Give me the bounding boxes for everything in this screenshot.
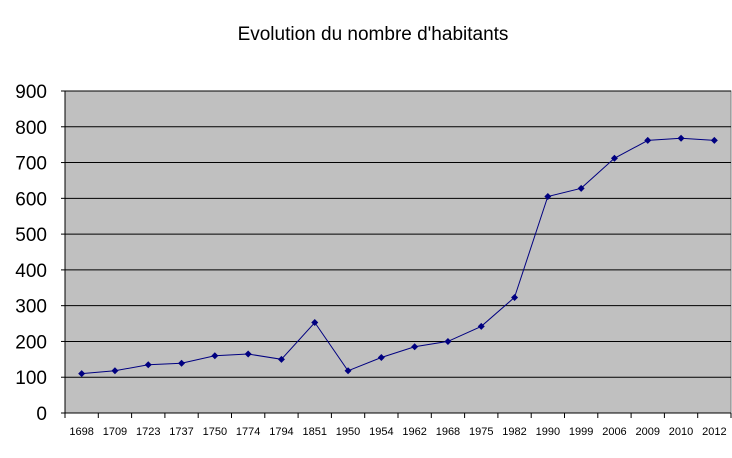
y-tick-label: 700 xyxy=(15,154,47,175)
x-tick-label: 1709 xyxy=(103,426,127,438)
y-axis-ticks: 0 100 200 300 400 500 600 700 800 900 xyxy=(15,82,65,425)
x-tick-label: 1982 xyxy=(502,426,526,438)
x-tick-label: 1851 xyxy=(303,426,327,438)
data-point-1999 xyxy=(577,184,585,192)
y-tick-label: 900 xyxy=(15,82,47,103)
x-tick-label: 1698 xyxy=(69,426,93,438)
x-tick-label: 2010 xyxy=(669,426,693,438)
x-tick-label: 2009 xyxy=(636,426,660,438)
data-point-1774 xyxy=(244,350,252,358)
data-point-1982 xyxy=(511,293,519,301)
y-tick-label: 100 xyxy=(15,368,47,389)
y-tick-label: 300 xyxy=(15,297,47,318)
data-point-1975 xyxy=(477,322,485,330)
x-tick-label: 1774 xyxy=(236,426,260,438)
y-tick-label: 500 xyxy=(15,225,47,246)
data-point-1794 xyxy=(277,355,285,363)
data-point-2009 xyxy=(644,136,652,144)
x-tick-label: 1999 xyxy=(569,426,593,438)
x-tick-label: 1962 xyxy=(402,426,426,438)
series-group xyxy=(78,134,718,378)
data-point-1723 xyxy=(144,361,152,369)
x-tick-label: 2012 xyxy=(702,426,726,438)
y-tick-label: 0 xyxy=(36,404,47,425)
x-axis-ticks: 1698 1709 1723 1737 1750 1774 1794 1851 1950 1954… xyxy=(64,413,732,438)
x-tick-label: 1975 xyxy=(469,426,493,438)
data-point-1851 xyxy=(311,318,319,326)
series-line xyxy=(81,137,715,375)
data-point-1954 xyxy=(377,354,385,362)
y-tick-label: 800 xyxy=(15,118,47,139)
data-point-1750 xyxy=(211,352,219,360)
data-point-1990 xyxy=(544,193,552,201)
data-point-1950 xyxy=(344,367,352,375)
y-tick-label: 600 xyxy=(15,189,47,210)
x-tick-label: 1950 xyxy=(336,426,360,438)
data-point-1709 xyxy=(111,367,119,375)
chart-title: Evolution du nombre d'habitants xyxy=(237,24,509,45)
x-tick-label: 2006 xyxy=(602,426,626,438)
x-tick-label: 1794 xyxy=(269,426,293,438)
data-point-1737 xyxy=(178,359,186,367)
x-tick-label: 1968 xyxy=(436,426,460,438)
data-point-1962 xyxy=(411,343,419,351)
x-tick-label: 1954 xyxy=(369,426,393,438)
plot-area xyxy=(64,90,732,414)
data-point-2012 xyxy=(710,136,718,144)
y-tick-label: 400 xyxy=(15,261,47,282)
x-tick-label: 1990 xyxy=(536,426,560,438)
data-point-2010 xyxy=(677,134,685,142)
y-tick-label: 200 xyxy=(15,332,47,353)
data-point-2006 xyxy=(610,154,618,162)
data-point-1698 xyxy=(78,370,86,378)
x-tick-label: 1750 xyxy=(203,426,227,438)
x-tick-label: 1737 xyxy=(169,426,193,438)
data-point-1968 xyxy=(444,337,452,345)
x-tick-label: 1723 xyxy=(136,426,160,438)
